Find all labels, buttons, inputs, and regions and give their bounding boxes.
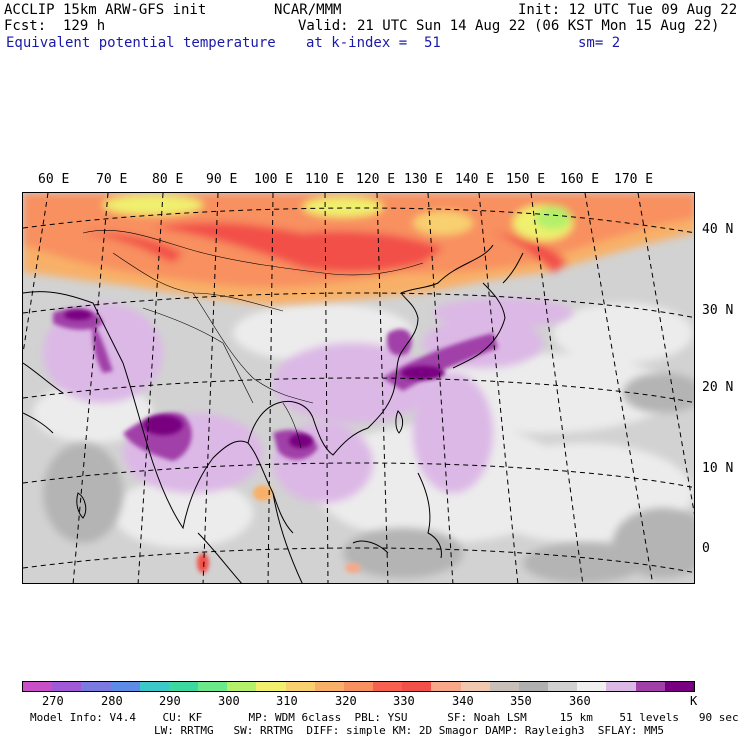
colorbar-swatch: [402, 682, 432, 691]
forecast-hour: Fcst: 129 h: [4, 18, 106, 34]
init-time: Init: 12 UTC Tue 09 Aug 22: [518, 2, 738, 18]
colorbar-swatch: [52, 682, 82, 691]
colorbar-swatch: [314, 682, 344, 691]
valid-time: Valid: 21 UTC Sun 14 Aug 22 (06 KST Mon …: [298, 18, 720, 34]
lon-label: 150 E: [506, 172, 546, 187]
colorbar-swatch: [285, 682, 315, 691]
model-info-line2: LW: RRTMG SW: RRTMG DIFF: simple KM: 2D …: [154, 724, 664, 737]
colorbar-swatch: [577, 682, 607, 691]
colorbar-swatch: [227, 682, 257, 691]
colorbar-swatch: [664, 682, 694, 691]
colorbar-swatch: [110, 682, 140, 691]
colorbar-swatch: [635, 682, 665, 691]
colorbar-tick: 270: [42, 694, 64, 708]
lon-label: 140 E: [455, 172, 495, 187]
coastlines: [23, 244, 524, 583]
colorbar-tick: 330: [393, 694, 415, 708]
model-title: ACCLIP 15km ARW-GFS init: [4, 2, 207, 18]
colorbar-swatch: [518, 682, 549, 691]
lon-label: 110 E: [305, 172, 345, 187]
lat-label: 20 N: [702, 380, 734, 395]
dark-gray-field: [43, 373, 694, 583]
colorbar-tick: 310: [276, 694, 298, 708]
warm-northern-band: [23, 193, 694, 305]
lat-label: 0: [702, 541, 710, 556]
latlon-grid: [23, 193, 694, 583]
colorbar-swatch: [373, 682, 403, 691]
colorbar: [22, 681, 695, 692]
colorbar-swatch: [489, 682, 519, 691]
colorbar-tick: 280: [101, 694, 123, 708]
theta-e-map: [22, 192, 695, 584]
country-borders: [82, 230, 424, 449]
level-label: at k-index = 51: [306, 35, 441, 51]
colorbar-swatch: [548, 682, 578, 691]
colorbar-swatch: [23, 682, 53, 691]
warm-spots: [197, 485, 361, 573]
deep-purple-cores: [64, 310, 445, 448]
lon-label: 60 E: [38, 172, 70, 187]
lon-label: 130 E: [404, 172, 444, 187]
colorbar-tick: 340: [452, 694, 474, 708]
lat-label: 30 N: [702, 303, 734, 318]
lat-label: 40 N: [702, 222, 734, 237]
colorbar-tick: 350: [510, 694, 532, 708]
lon-label: 90 E: [206, 172, 238, 187]
lon-label: 120 E: [356, 172, 396, 187]
colorbar-tick: 360: [569, 694, 591, 708]
colorbar-swatch: [168, 682, 199, 691]
lat-label: 10 N: [702, 461, 734, 476]
lon-label: 170 E: [614, 172, 654, 187]
colorbar-swatch: [256, 682, 286, 691]
model-info-line1: Model Info: V4.4 CU: KF MP: WDM 6class P…: [30, 711, 739, 724]
smoothing-label: sm= 2: [578, 35, 621, 51]
colorbar-swatch: [606, 682, 636, 691]
colorbar-unit: K: [690, 694, 698, 708]
colorbar-swatch: [431, 682, 461, 691]
lon-label: 100 E: [254, 172, 294, 187]
center-label: NCAR/MMM: [274, 2, 342, 18]
colorbar-swatch: [460, 682, 490, 691]
field-name: Equivalent potential temperature: [6, 35, 276, 51]
colorbar-swatch: [139, 682, 169, 691]
colorbar-tick: 290: [159, 694, 181, 708]
colorbar-swatch: [81, 682, 111, 691]
colorbar-tick: 320: [335, 694, 357, 708]
colorbar-tick: 300: [218, 694, 240, 708]
lon-label: 70 E: [96, 172, 128, 187]
colorbar-swatch: [343, 682, 374, 691]
lon-label: 160 E: [560, 172, 600, 187]
lon-label: 80 E: [152, 172, 184, 187]
colorbar-swatch: [198, 682, 228, 691]
